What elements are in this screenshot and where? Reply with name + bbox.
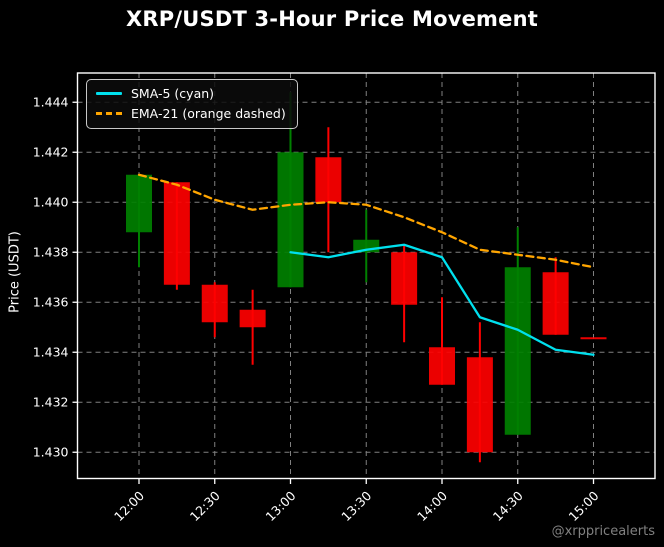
- sma-line-swatch-icon: [96, 92, 122, 95]
- legend-label-ema: EMA-21 (orange dashed): [131, 106, 286, 121]
- x-axis: 12:00 12:30 13:00 13:30 14:00 14:30 15:00: [111, 478, 602, 524]
- candle-13:45: [391, 244, 418, 343]
- candle-12:45: [239, 289, 266, 365]
- x-tick-label: 12:30: [187, 488, 223, 524]
- y-tick-label: 1.432: [33, 395, 69, 410]
- y-tick-label: 1.438: [33, 245, 69, 260]
- legend-item-sma: SMA-5 (cyan): [96, 86, 286, 101]
- y-tick-label: 1.436: [33, 295, 69, 310]
- sma-5-line: [289, 243, 595, 356]
- chart-title: XRP/USDT 3-Hour Price Movement: [126, 7, 538, 31]
- candle-14:45: [542, 257, 569, 335]
- x-tick-label: 14:00: [414, 488, 450, 524]
- y-tick-label: 1.442: [33, 145, 69, 160]
- candle-15:00: [580, 337, 607, 340]
- x-tick-label: 13:00: [263, 488, 299, 524]
- ema-21-line: [137, 173, 595, 269]
- candle-12:15: [163, 182, 190, 290]
- x-tick-label: 12:00: [111, 488, 147, 524]
- legend: SMA-5 (cyan) EMA-21 (orange dashed): [86, 79, 298, 129]
- y-tick-label: 1.434: [33, 345, 69, 360]
- candle-13:30: [353, 209, 380, 283]
- watermark: @xrppricealerts: [551, 524, 655, 539]
- candle-14:00: [429, 297, 455, 385]
- y-axis: 1.430 1.432 1.434 1.436 1.438 1.440 1.442 1.444: [33, 95, 78, 460]
- candle-14:15: [466, 322, 493, 463]
- candle-13:15: [315, 127, 342, 253]
- x-tick-label: 15:00: [566, 488, 602, 524]
- candle-14:30: [504, 227, 531, 435]
- y-tick-label: 1.440: [33, 195, 69, 210]
- x-tick-label: 13:30: [338, 488, 374, 524]
- candle-12:30: [201, 282, 228, 338]
- legend-label-sma: SMA-5 (cyan): [131, 86, 215, 101]
- ema-line-swatch-icon: [96, 112, 122, 115]
- legend-item-ema: EMA-21 (orange dashed): [96, 106, 286, 121]
- candle-12:00: [126, 174, 152, 268]
- candles: [126, 92, 607, 463]
- y-tick-label: 1.444: [33, 95, 69, 110]
- x-tick-label: 14:30: [490, 488, 526, 524]
- y-tick-label: 1.430: [33, 445, 69, 460]
